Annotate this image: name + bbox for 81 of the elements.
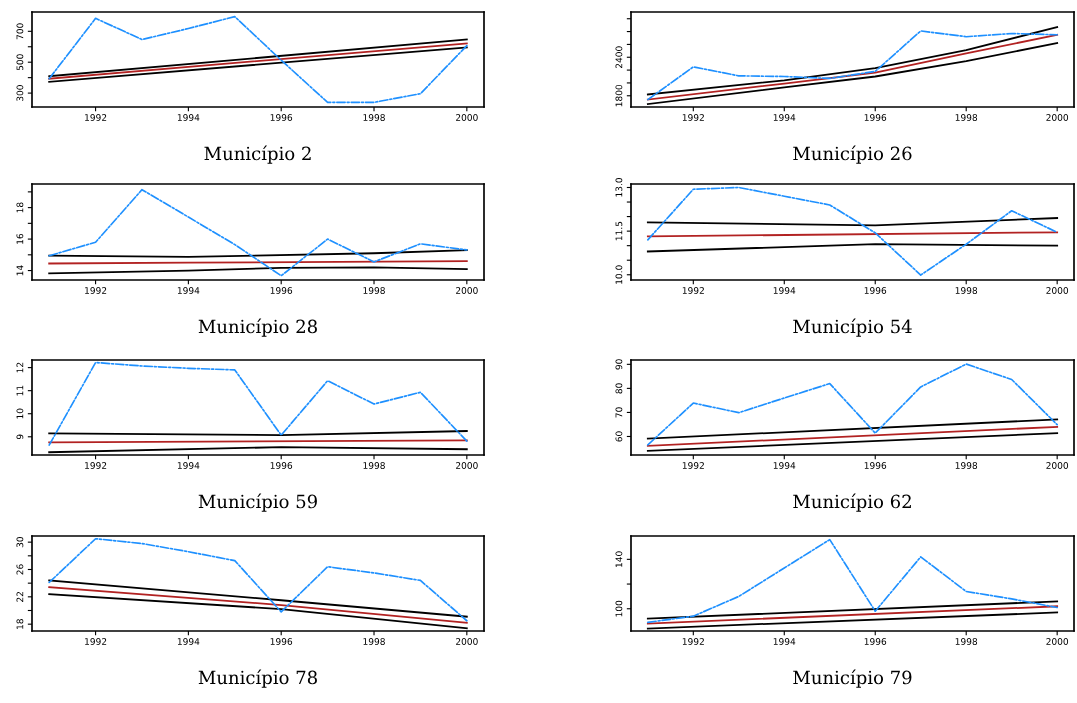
y-tick-label: 18	[16, 202, 24, 213]
y-tick-label: 18	[16, 619, 24, 629]
x-tick-label: 1996	[864, 638, 887, 645]
x-tick-label: 1998	[363, 287, 385, 294]
x-tick-label: 1994	[773, 114, 796, 121]
x-tick-label: 1992	[682, 287, 704, 294]
x-tick-label: 1992	[682, 638, 704, 645]
line-series	[48, 188, 468, 277]
x-tick-label: 1992	[85, 638, 107, 645]
text: Município 2	[204, 145, 311, 164]
text: Município 28	[198, 318, 317, 337]
y-tick-label: 16	[16, 233, 24, 244]
x-tick-label: 2000	[1046, 638, 1069, 645]
y-tick-label: 700	[16, 23, 24, 40]
text: Município 79	[793, 669, 912, 688]
x-tick-label: 1998	[955, 462, 978, 469]
x-tick-label: 1992	[682, 462, 704, 469]
x-tick-label: 2000	[1046, 114, 1069, 121]
x-tick-label: 1994	[773, 287, 796, 294]
y-tick-label: 140	[615, 551, 623, 567]
y-tick-label: 10.0	[615, 265, 623, 284]
line-series	[48, 537, 468, 622]
y-tick-label: 90	[615, 359, 623, 370]
text: Município 78	[198, 669, 317, 688]
line-series	[646, 186, 1059, 276]
y-tick-label: 300	[16, 85, 24, 102]
x-tick-label: 1996	[270, 287, 293, 294]
x-tick-label: 1992	[682, 114, 704, 121]
x-tick-label: 2000	[1046, 462, 1069, 469]
y-tick-label: 22	[16, 591, 24, 602]
y-tick-label: 500	[16, 54, 24, 71]
x-tick-label: 1998	[955, 114, 978, 121]
x-tick-label: 1992	[85, 462, 107, 469]
x-tick-label: 1994	[177, 114, 200, 121]
x-tick-label: 2000	[456, 287, 478, 294]
y-tick-label: 13.0	[615, 178, 623, 197]
y-tick-label: 11	[16, 385, 24, 396]
x-tick-label: 1994	[177, 638, 200, 645]
x-tick-label: 1998	[955, 638, 978, 645]
x-tick-label: 1998	[363, 462, 385, 469]
x-tick-label: 1998	[363, 114, 385, 121]
y-tick-label: 26	[16, 564, 24, 575]
line-series	[48, 249, 468, 258]
y-tick-label: 14	[16, 265, 24, 276]
line-series	[48, 361, 468, 446]
y-tick-label: 9	[16, 434, 24, 440]
text: Município 59	[198, 493, 317, 512]
y-tick-label: 70	[615, 407, 623, 418]
text: Município 62	[793, 493, 911, 512]
x-tick-label: 1994	[773, 638, 796, 645]
x-tick-label: 1996	[270, 462, 293, 469]
y-tick-label: 100	[615, 600, 623, 617]
x-tick-label: 1996	[864, 287, 887, 294]
y-tick-label: 30	[16, 537, 24, 548]
x-tick-label: 1994	[177, 462, 200, 469]
x-tick-label: 1992	[85, 287, 107, 294]
text: Município 54	[793, 318, 912, 337]
line-series	[646, 363, 1059, 446]
y-tick-label: 12	[16, 362, 24, 373]
text: Município 26	[793, 145, 912, 164]
x-tick-label: 1996	[864, 114, 887, 121]
line-series	[646, 538, 1059, 624]
x-tick-label: 1992	[85, 114, 107, 121]
x-tick-label: 1996	[270, 638, 293, 645]
x-tick-label: 1998	[955, 287, 978, 294]
x-tick-label: 1994	[177, 287, 200, 294]
y-tick-label: 11.5	[615, 221, 623, 241]
x-tick-label: 1996	[864, 462, 887, 469]
y-tick-label: 80	[615, 383, 623, 394]
y-tick-label: 1800	[615, 84, 623, 107]
y-tick-label: 10	[16, 408, 24, 419]
y-tick-label: 2400	[615, 46, 623, 69]
x-tick-label: 2000	[456, 114, 478, 121]
x-tick-label: 2000	[1046, 287, 1069, 294]
x-tick-label: 2000	[456, 638, 478, 645]
line-series	[48, 15, 468, 104]
y-tick-label: 60	[615, 431, 623, 442]
x-tick-label: 1998	[363, 638, 385, 645]
x-tick-label: 1996	[270, 114, 293, 121]
x-tick-label: 1994	[773, 462, 796, 469]
x-tick-label: 2000	[456, 462, 478, 469]
